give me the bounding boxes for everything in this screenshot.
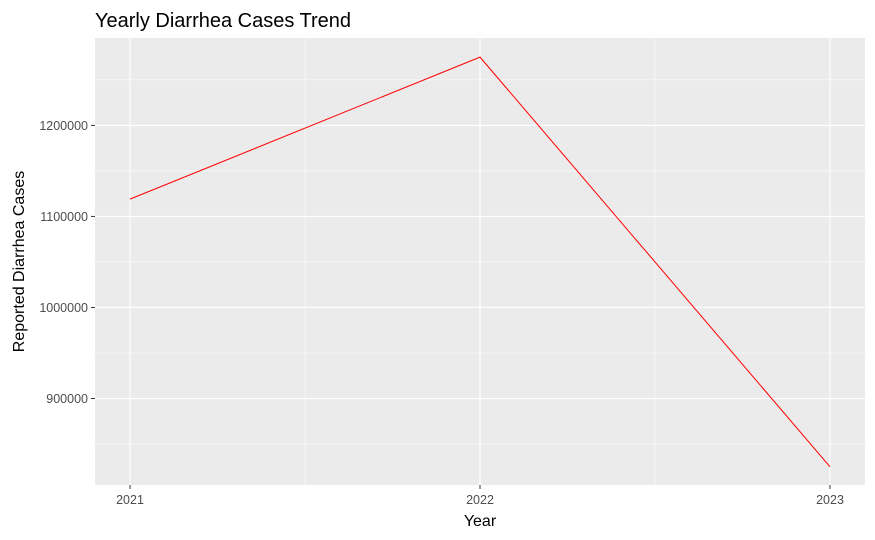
y-tick-label: 1200000 — [39, 119, 88, 133]
chart-title: Yearly Diarrhea Cases Trend — [95, 10, 351, 32]
series-line — [129, 56, 831, 468]
series-layer — [129, 56, 831, 468]
x-tick-label: 2022 — [466, 493, 494, 507]
x-axis-title: Year — [464, 513, 497, 530]
y-tick-label: 1000000 — [39, 301, 88, 315]
y-axis: 900000 1000000 1100000 1200000 — [39, 119, 95, 406]
x-axis: 2021 2022 2023 — [116, 485, 844, 507]
x-tick-label: 2021 — [116, 493, 144, 507]
y-tick-label: 900000 — [46, 392, 88, 406]
y-axis-title: Reported Diarrhea Cases — [11, 171, 28, 352]
y-tick-label: 1100000 — [40, 210, 88, 224]
x-tick-label: 2023 — [816, 493, 844, 507]
major-gridlines — [95, 38, 865, 485]
